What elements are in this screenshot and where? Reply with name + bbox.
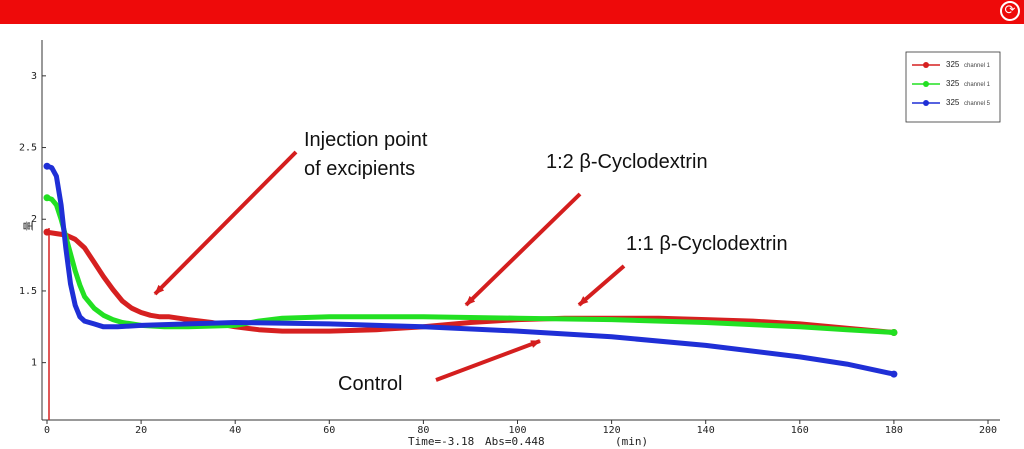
annotation-injection-line2: of excipients xyxy=(304,158,415,180)
series-point-2 xyxy=(43,194,51,202)
y-tick-label: 1 xyxy=(31,358,37,369)
x-tick-label: 140 xyxy=(697,425,715,436)
status-abs: Abs=0.448 xyxy=(485,435,545,448)
x-axis-unit: (min) xyxy=(615,435,648,448)
arrow-control xyxy=(435,339,541,382)
y-tick-label: 2.5 xyxy=(19,143,37,154)
x-tick-label: 80 xyxy=(417,425,429,436)
legend-box xyxy=(905,51,1001,123)
annotation-1to2: 1:2 β-Cyclodextrin xyxy=(546,151,708,173)
y-tick-label: 1.5 xyxy=(19,286,37,297)
legend-label: 325 xyxy=(946,60,960,69)
y-axis-label: 量 xyxy=(23,221,35,231)
legend-sublabel: channel 5 xyxy=(964,101,991,107)
x-tick-label: 20 xyxy=(135,425,147,436)
arrow-injection xyxy=(153,150,298,296)
legend-label: 325 xyxy=(946,79,960,88)
series-point-3 xyxy=(890,370,898,378)
annotation-injection-line1: Injection point xyxy=(304,129,428,151)
legend: 325 channel 1 325 channel 1 325 channel 5 xyxy=(905,51,1001,123)
x-tick-label: 180 xyxy=(885,425,903,436)
legend-swatch-marker xyxy=(923,100,929,106)
status-time: Time=-3.18 xyxy=(408,435,474,448)
annotation-control: Control xyxy=(338,373,402,395)
x-tick-label: 60 xyxy=(323,425,335,436)
series-line-2 xyxy=(44,195,897,335)
x-tick-label: 120 xyxy=(603,425,621,436)
legend-sublabel: channel 1 xyxy=(964,63,991,69)
legend-swatch-marker xyxy=(923,81,929,87)
x-ticks: 0 20 40 60 80 100 120 140 160 180 200 xyxy=(44,420,997,436)
annotations: Injection point of excipients 1:2 β-Cycl… xyxy=(153,129,788,395)
top-bar: ⟳ xyxy=(0,0,1024,24)
arrow-1to2 xyxy=(464,192,582,307)
legend-label: 325 xyxy=(946,98,960,107)
legend-swatch-marker xyxy=(923,62,929,68)
y-tick-label: 2 xyxy=(31,214,37,225)
annotation-1to1: 1:1 β-Cyclodextrin xyxy=(626,233,788,255)
y-ticks: 1 1.5 2 2.5 3 xyxy=(19,71,46,369)
series-point-1 xyxy=(43,228,51,236)
y-tick-label: 3 xyxy=(31,71,37,82)
x-tick-label: 40 xyxy=(229,425,241,436)
x-tick-label: 100 xyxy=(508,425,526,436)
x-tick-label: 0 xyxy=(44,425,50,436)
series-group xyxy=(43,162,898,378)
series-point-2 xyxy=(890,329,898,337)
arrow-1to1 xyxy=(577,264,626,307)
x-tick-label: 200 xyxy=(979,425,997,436)
series-point-3 xyxy=(43,162,51,170)
series-line-3 xyxy=(44,163,897,377)
refresh-icon[interactable]: ⟳ xyxy=(1000,1,1020,21)
legend-sublabel: channel 1 xyxy=(964,82,991,88)
axes xyxy=(41,40,1000,421)
x-tick-label: 160 xyxy=(791,425,809,436)
